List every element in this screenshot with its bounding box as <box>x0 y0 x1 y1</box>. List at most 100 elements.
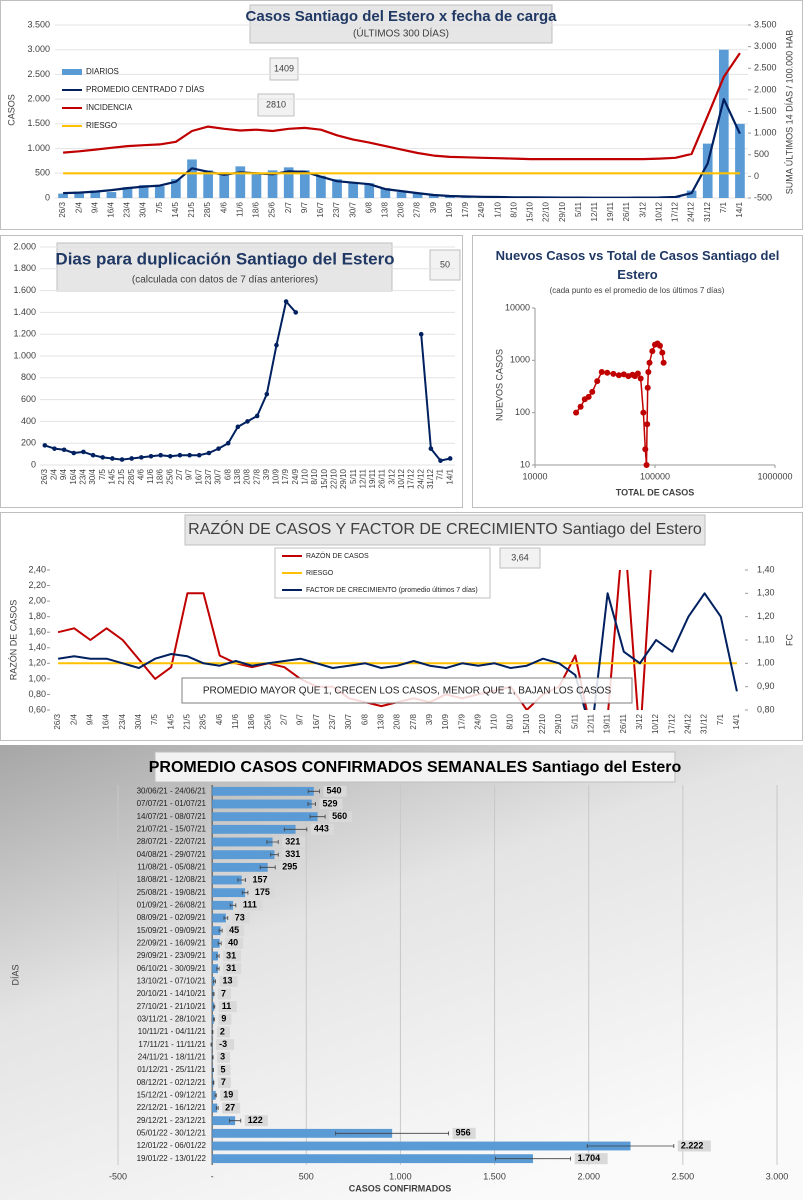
x-tick-label: 16/4 <box>69 468 78 484</box>
y-tick-label: 12/01/22 - 06/01/22 <box>137 1141 207 1150</box>
y-tick-label: 1,60 <box>28 627 46 637</box>
y-tick-label: 1,00 <box>28 673 46 683</box>
x-tick-label: 5/11 <box>574 201 583 217</box>
error-bar <box>229 1118 242 1123</box>
y-tick-label: 03/11/21 - 28/10/21 <box>137 1014 206 1023</box>
x-tick-label: 26/3 <box>58 201 67 217</box>
x-tick-label: 1000000 <box>757 471 792 481</box>
x-tick-label: 10/9 <box>445 201 454 217</box>
y-tick-label: 22/12/21 - 16/12/21 <box>137 1103 207 1112</box>
x-tick-label: 100000 <box>640 471 670 481</box>
y-tick-label: 2,20 <box>28 580 46 590</box>
x-tick-label: 6/8 <box>364 201 373 213</box>
point <box>659 349 666 356</box>
y-tick-label: 0,80 <box>28 689 46 699</box>
point <box>187 452 192 458</box>
y-tick-label: 2.000 <box>13 241 36 251</box>
error-bar <box>218 928 223 933</box>
value-label: 295 <box>282 862 297 872</box>
y-tick-label: 2.000 <box>754 84 777 94</box>
error-bar <box>309 814 326 819</box>
x-tick-label: 7/1 <box>436 468 445 480</box>
value-label-box <box>220 1089 239 1101</box>
value-label-box <box>223 963 242 975</box>
point <box>646 359 653 366</box>
x-tick-label: 3.000 <box>766 1171 789 1181</box>
y-tick-label: 04/08/21 - 29/07/21 <box>137 850 207 859</box>
x-tick-label: 29/10 <box>554 713 563 734</box>
x-tick-label: 20/8 <box>243 468 252 484</box>
x-tick-label: 14/5 <box>107 468 116 484</box>
error-bar <box>335 1131 450 1136</box>
line <box>63 98 741 198</box>
x-tick-label: 30/4 <box>134 713 143 729</box>
x-tick-label: 18/6 <box>156 468 165 484</box>
value-label-box <box>282 836 306 848</box>
y-tick-label: 1,30 <box>757 588 775 598</box>
point <box>649 348 656 355</box>
bar <box>212 913 226 923</box>
error-bar <box>211 1055 214 1060</box>
bar <box>90 190 101 198</box>
point <box>660 359 667 366</box>
point <box>158 452 163 458</box>
y-tick-label: 06/10/21 - 30/09/21 <box>137 964 207 973</box>
x-tick-label: 9/7 <box>300 201 309 213</box>
x-tick-label: 5/11 <box>570 713 579 729</box>
bar <box>445 196 455 198</box>
x-tick-label: 30/7 <box>348 201 357 217</box>
bar <box>212 862 268 872</box>
legend-swatch <box>62 69 82 75</box>
x-tick-label: 18/6 <box>247 713 256 729</box>
point <box>656 342 663 349</box>
value-label: 19 <box>223 1090 233 1100</box>
error-bar <box>216 954 220 958</box>
note: PROMEDIO MAYOR QUE 1, CRECEN LOS CASOS, … <box>203 686 612 697</box>
y-tick-label: 500 <box>35 168 50 178</box>
error-bar <box>266 840 279 844</box>
y-tick-label: 15/09/21 - 09/09/21 <box>137 926 207 935</box>
point <box>148 453 154 459</box>
y-tick-label: 01/09/21 - 26/08/21 <box>137 900 207 909</box>
bar <box>283 167 294 198</box>
x-tick-label: 2.500 <box>672 1171 695 1181</box>
error-bar <box>307 789 320 794</box>
value-label-box <box>231 912 250 924</box>
bar <box>212 951 218 961</box>
point <box>274 342 279 348</box>
value-label-box <box>310 823 334 835</box>
annotation: 50 <box>440 259 450 269</box>
error-bar <box>229 903 237 908</box>
x-tick-label: 24/9 <box>473 713 482 729</box>
point <box>604 369 611 376</box>
x-tick-label: 29/10 <box>339 468 348 489</box>
chart-subtitle: (calculada con datos de 7 días anteriore… <box>132 275 318 286</box>
bar <box>348 182 358 198</box>
y-tick-label: 07/07/21 - 01/07/21 <box>137 799 207 808</box>
y-tick-label: 01/12/21 - 25/11/21 <box>137 1065 206 1074</box>
x-tick-label: 10/12 <box>651 713 660 734</box>
x-tick-label: 17/12 <box>407 468 416 489</box>
legend-label: INCIDENCIA <box>86 103 133 112</box>
x-tick-label: 19/11 <box>603 713 612 733</box>
x-tick-label: 23/7 <box>204 468 213 484</box>
value-label-box <box>217 1051 231 1063</box>
error-bar <box>212 1017 215 1022</box>
error-bar <box>259 865 276 870</box>
bar <box>187 159 197 198</box>
legend-label: RAZÓN DE CASOS <box>306 551 369 560</box>
value-label: 31 <box>226 963 236 973</box>
bar <box>138 185 149 198</box>
y-tick-label: 21/07/21 - 15/07/21 <box>137 824 207 833</box>
value-label: 7 <box>221 988 226 998</box>
bar <box>122 187 133 198</box>
x-tick-label: 7/5 <box>150 713 159 725</box>
point <box>177 452 183 458</box>
bar <box>212 837 273 847</box>
x-tick-label: 30/4 <box>139 201 148 217</box>
x-tick-label: 10/9 <box>272 468 281 484</box>
y-tick-label: 1.200 <box>13 329 36 339</box>
y-tick-label: 1,40 <box>757 564 775 574</box>
value-label-box <box>216 1026 230 1038</box>
